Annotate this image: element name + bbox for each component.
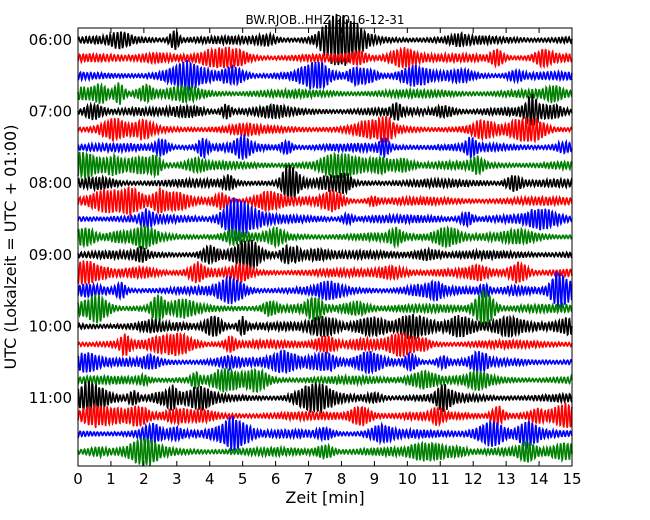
- trace-line: [77, 13, 573, 66]
- x-tick-label: 15: [562, 470, 581, 488]
- trace-line: [77, 349, 573, 376]
- x-tick-label: 7: [304, 470, 314, 488]
- trace-line: [77, 314, 573, 342]
- trace-line: [77, 59, 573, 92]
- y-tick-label: 07:00: [29, 103, 72, 121]
- x-axis: 0 1 2 3 4 5 6 7 8 9 10 11 12 13 14 15: [73, 28, 582, 488]
- trace-line: [77, 415, 573, 452]
- x-tick-label: 4: [205, 470, 215, 488]
- trace-line: [77, 81, 573, 105]
- trace-line: [77, 115, 573, 144]
- y-tick-label: 08:00: [29, 174, 72, 192]
- trace-line: [77, 150, 573, 180]
- chart-title: BW.RJOB..HHZ 2016-12-31: [245, 13, 404, 27]
- x-tick-label: 12: [464, 470, 483, 488]
- trace-line: [77, 260, 573, 285]
- trace-line: [77, 197, 573, 242]
- x-tick-label: 5: [238, 470, 248, 488]
- y-tick-label: 09:00: [29, 246, 72, 264]
- traces-layer: [77, 13, 573, 467]
- trace-line: [77, 93, 573, 126]
- trace-line: [77, 238, 573, 272]
- trace-line: [77, 367, 573, 394]
- x-tick-label: 6: [271, 470, 281, 488]
- x-tick-label: 9: [370, 470, 380, 488]
- y-tick-label: 06:00: [29, 31, 72, 49]
- trace-line: [77, 437, 573, 467]
- x-tick-label: 10: [398, 470, 417, 488]
- y-tick-label: 11:00: [29, 389, 72, 407]
- x-tick-label: 2: [139, 470, 149, 488]
- x-tick-label: 0: [73, 470, 83, 488]
- y-axis-label: UTC (Lokalzeit = UTC + 01:00): [1, 125, 20, 370]
- x-tick-label: 14: [530, 470, 549, 488]
- trace-line: [77, 380, 573, 417]
- plot-frame: [77, 27, 573, 467]
- x-tick-label: 11: [431, 470, 450, 488]
- trace-line: [77, 402, 573, 429]
- y-tick-label: 10:00: [29, 317, 72, 335]
- trace-line: [77, 271, 573, 309]
- x-tick-label: 8: [337, 470, 347, 488]
- trace-line: [77, 185, 573, 217]
- trace-line: [77, 134, 573, 160]
- x-tick-label: 3: [172, 470, 182, 488]
- trace-line: [77, 224, 573, 250]
- trace-line: [77, 164, 573, 202]
- y-axis: 06:00 07:00 08:00 09:00 10:00 11:00: [29, 31, 572, 407]
- x-tick-label: 13: [497, 470, 516, 488]
- trace-line: [77, 46, 573, 70]
- x-axis-label: Zeit [min]: [285, 488, 364, 507]
- trace-line: [77, 288, 573, 326]
- x-tick-label: 1: [106, 470, 116, 488]
- trace-line: [77, 330, 573, 358]
